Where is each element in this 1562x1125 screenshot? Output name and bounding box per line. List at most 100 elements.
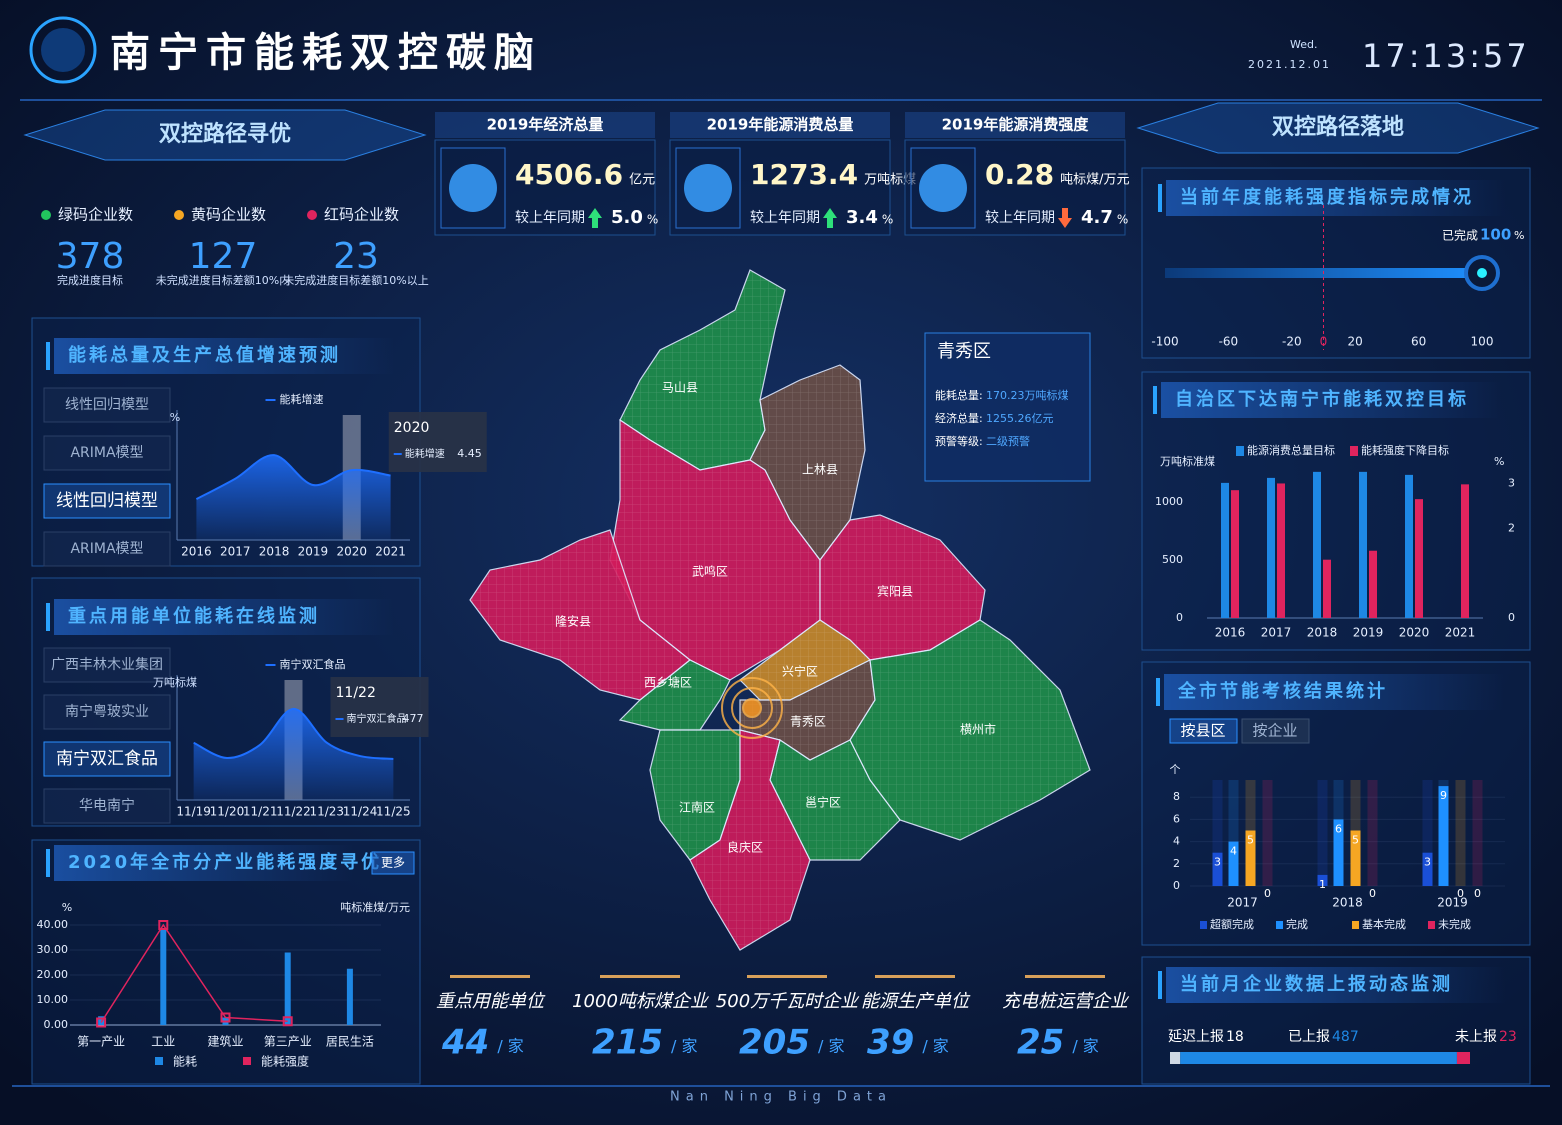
bar-track <box>1212 780 1223 886</box>
code-value: 127 <box>189 236 258 277</box>
bar-track <box>1455 780 1466 886</box>
unit-deco <box>747 975 827 978</box>
tab[interactable] <box>1241 718 1310 744</box>
unit-value: 25 <box>1017 1023 1064 1063</box>
more-button[interactable] <box>371 851 415 875</box>
y-axis-label: % <box>170 411 180 424</box>
bar <box>1438 786 1449 886</box>
tab[interactable] <box>43 483 171 519</box>
bar <box>1317 874 1328 886</box>
x-tick-label: 2019 <box>1437 896 1468 910</box>
title-accent <box>1158 184 1162 212</box>
tab-label[interactable]: 按县区 <box>1180 722 1225 740</box>
area-fill <box>196 455 391 540</box>
tooltip <box>388 412 487 472</box>
report-bar <box>1180 1052 1457 1064</box>
bar <box>1333 819 1344 886</box>
bar <box>1221 482 1229 618</box>
bar <box>1461 484 1469 618</box>
x-tick-label: 0 <box>1320 335 1328 349</box>
more-label[interactable]: 更多 <box>381 856 405 870</box>
x-tick-label: 2018 <box>259 545 290 559</box>
tab[interactable] <box>43 531 171 567</box>
region-label: 良庆区 <box>727 840 763 855</box>
legend-label: 超额完成 <box>1210 917 1254 931</box>
kpi-header <box>670 112 890 138</box>
kpi-icon <box>684 164 732 212</box>
region-label: 邕宁区 <box>805 795 841 810</box>
line <box>193 707 394 760</box>
title-accent <box>46 849 50 877</box>
unit-deco <box>450 975 530 978</box>
tab[interactable] <box>43 694 171 730</box>
tab[interactable] <box>1169 718 1238 744</box>
legend-swatch <box>1276 921 1283 929</box>
tab-label[interactable]: 线性回归模型 <box>56 491 158 511</box>
title-bg <box>1164 674 1504 710</box>
tab-label[interactable]: 按企业 <box>1252 722 1297 740</box>
code-note: 未完成进度目标差额10%内 <box>156 273 290 287</box>
y2-axis-label: 吨标准煤/万元 <box>340 900 410 914</box>
tab-label[interactable]: 南宁粤玻实业 <box>65 703 149 720</box>
y-tick-label: 20.00 <box>37 968 69 981</box>
footer-text: Nan Ning Big Data <box>670 1090 892 1105</box>
banner <box>23 109 427 161</box>
weekday: Wed. <box>1290 38 1317 51</box>
x-tick-label: 第三产业 <box>264 1035 312 1049</box>
x-tick-label: -60 <box>1219 335 1239 349</box>
unit-unit: / 家 <box>1072 1037 1098 1056</box>
map-target <box>731 687 773 729</box>
tab-label[interactable]: ARIMA模型 <box>70 445 143 461</box>
y-axis-label: 个 <box>1170 763 1181 776</box>
line <box>100 923 288 1023</box>
map-grid <box>820 515 985 660</box>
tab[interactable] <box>43 387 171 423</box>
kpi-icon-frame <box>440 147 506 229</box>
logo <box>29 16 97 84</box>
unit-label: 重点用能单位 <box>436 991 546 1012</box>
code-label: 绿码企业数 <box>58 206 133 224</box>
y-tick-label: 1000 <box>1155 495 1183 508</box>
kpi-change-unit: % <box>647 213 658 227</box>
title-bg <box>54 338 394 374</box>
tab-label[interactable]: 广西丰林木业集团 <box>51 656 163 673</box>
code-note: 未完成进度目标差额10%以上 <box>283 273 428 287</box>
x-tick-label: 工业 <box>151 1035 175 1049</box>
bar <box>1267 477 1275 618</box>
tab-label[interactable]: 线性回归模型 <box>65 396 149 413</box>
bar <box>1415 499 1423 618</box>
tab-label[interactable]: 华电南宁 <box>79 797 135 814</box>
map-grid <box>750 365 865 560</box>
y2-tick-label: 2 <box>1508 521 1515 534</box>
tab-label[interactable]: ARIMA模型 <box>70 541 143 557</box>
line <box>195 454 391 501</box>
unit-unit: / 家 <box>671 1037 697 1056</box>
kpi-header <box>435 112 655 138</box>
kpi-title: 2019年能源消费强度 <box>942 116 1090 134</box>
bar <box>98 1016 105 1025</box>
tab-label[interactable]: 南宁双汇食品 <box>56 749 158 769</box>
tab[interactable] <box>43 647 171 683</box>
kpi-change-unit: % <box>1117 213 1128 227</box>
y-axis-label: % <box>62 901 72 914</box>
kpi-change: 3.4 <box>846 207 878 228</box>
legend-swatch <box>1352 921 1359 929</box>
bar <box>1350 830 1361 886</box>
legend-label: 完成 <box>1286 917 1308 931</box>
code-value: 378 <box>56 236 125 277</box>
legend-label: 未完成 <box>1438 917 1471 931</box>
map-grid <box>770 740 900 860</box>
kpi-icon-frame <box>910 147 976 229</box>
x-tick-label: 2020 <box>1399 626 1430 640</box>
tab[interactable] <box>43 741 171 777</box>
progress-unit: % <box>1514 229 1524 242</box>
report-value: 487 <box>1332 1029 1359 1045</box>
y-tick-label: 0.00 <box>44 1018 69 1031</box>
tab[interactable] <box>43 788 171 824</box>
unit-label: 500万千瓦时企业 <box>716 991 860 1012</box>
footer-line <box>12 1085 1550 1087</box>
title-bg <box>54 845 354 881</box>
tab[interactable] <box>43 435 171 471</box>
banner-title: 双控路径落地 <box>1272 114 1404 140</box>
